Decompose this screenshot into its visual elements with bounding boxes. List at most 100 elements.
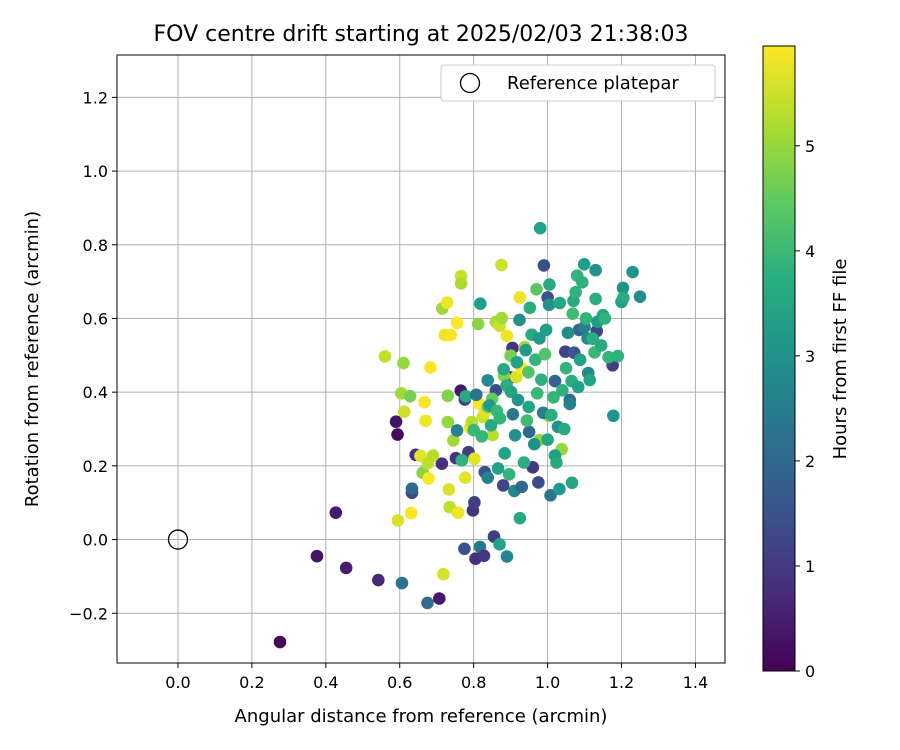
data-point xyxy=(513,291,527,304)
colorbar-tick-label: 2 xyxy=(805,452,815,471)
data-point xyxy=(378,350,392,363)
data-point xyxy=(432,592,446,605)
data-point xyxy=(626,265,639,279)
colorbar-ticks: 0 1 2 3 4 5 xyxy=(795,137,815,681)
data-point xyxy=(471,317,485,331)
y-axis-label: Rotation from reference (arcmin) xyxy=(22,211,43,507)
data-point xyxy=(553,482,566,496)
data-point xyxy=(437,567,450,581)
legend: Reference platepar xyxy=(440,64,716,102)
data-point xyxy=(511,393,525,407)
data-point xyxy=(475,430,489,443)
data-point xyxy=(529,353,542,367)
data-point xyxy=(468,496,481,509)
data-point xyxy=(541,433,554,446)
x-tick-label: 0.6 xyxy=(387,673,412,692)
data-point xyxy=(498,447,512,460)
colorbar-tick-label: 3 xyxy=(805,347,815,366)
data-point xyxy=(573,353,587,367)
data-point xyxy=(522,425,536,439)
data-point xyxy=(493,538,506,551)
data-point xyxy=(440,296,454,309)
data-point xyxy=(557,422,571,436)
data-point xyxy=(519,343,533,357)
colorbar-label: Hours from first FF file xyxy=(830,259,851,460)
grid-lines xyxy=(117,55,725,663)
data-point xyxy=(510,356,524,369)
data-point xyxy=(447,434,460,447)
data-point xyxy=(500,550,514,563)
data-point xyxy=(553,296,567,310)
data-point xyxy=(502,468,516,481)
data-point xyxy=(458,542,471,556)
data-point xyxy=(329,506,343,519)
data-point xyxy=(484,419,498,432)
x-tick-label: 0.4 xyxy=(313,673,338,692)
y-tick-label: 0.4 xyxy=(83,383,108,402)
data-point xyxy=(543,278,556,291)
data-point xyxy=(451,506,465,519)
y-tick-label: 0.8 xyxy=(83,236,108,255)
data-point xyxy=(339,561,353,575)
data-point xyxy=(424,361,437,374)
data-point xyxy=(444,328,458,342)
data-point xyxy=(419,414,432,428)
data-point xyxy=(515,480,529,494)
chart-title: FOV centre drift starting at 2025/02/03 … xyxy=(154,22,689,47)
colorbar-tick-label: 4 xyxy=(805,242,815,261)
data-point xyxy=(468,452,481,466)
data-point xyxy=(450,316,464,330)
data-point xyxy=(569,286,582,299)
data-point xyxy=(404,506,418,520)
plot-frame xyxy=(116,54,726,664)
data-point xyxy=(441,389,455,403)
data-point xyxy=(391,428,404,441)
data-point xyxy=(576,276,589,289)
data-point xyxy=(586,332,599,346)
data-point xyxy=(533,221,547,235)
data-point xyxy=(397,405,411,418)
data-point xyxy=(418,395,431,409)
data-point xyxy=(565,476,579,490)
data-point xyxy=(506,407,520,421)
data-point xyxy=(589,263,602,277)
data-point xyxy=(633,290,647,304)
data-point xyxy=(495,258,508,272)
data-point xyxy=(520,414,534,427)
reference-platepar-marker xyxy=(167,529,189,550)
data-point xyxy=(547,391,560,404)
data-point xyxy=(500,329,514,343)
data-point xyxy=(495,311,509,325)
data-point xyxy=(530,386,544,400)
y-tick-label: 1.2 xyxy=(83,88,108,107)
data-point xyxy=(548,374,562,388)
data-point xyxy=(577,257,591,271)
data-point xyxy=(442,483,456,496)
data-point xyxy=(477,549,491,563)
data-point xyxy=(535,373,548,386)
data-point xyxy=(544,408,558,422)
x-tick-label: 1.4 xyxy=(683,673,708,692)
data-point xyxy=(395,576,409,590)
data-point xyxy=(426,449,440,462)
data-point xyxy=(459,389,473,403)
data-point xyxy=(583,373,597,387)
y-tick-label: 0.6 xyxy=(83,309,108,328)
colorbar-tick-label: 1 xyxy=(805,557,815,576)
data-point xyxy=(598,312,612,325)
data-point xyxy=(397,356,410,370)
x-tick-label: 1.2 xyxy=(609,673,634,692)
x-axis-ticks: 0.0 0.2 0.4 0.6 0.8 1.0 1.2 1.4 xyxy=(165,663,708,692)
data-point xyxy=(496,479,510,492)
colorbar-tick-label: 5 xyxy=(805,137,815,156)
data-point xyxy=(542,298,556,312)
data-point xyxy=(405,482,419,496)
data-point xyxy=(539,323,553,337)
data-point xyxy=(561,326,575,340)
legend-marker-open-circle xyxy=(459,72,481,94)
data-point xyxy=(450,424,464,437)
data-point xyxy=(469,388,483,402)
data-point xyxy=(530,283,543,296)
data-point xyxy=(532,476,545,489)
data-point xyxy=(522,365,535,379)
